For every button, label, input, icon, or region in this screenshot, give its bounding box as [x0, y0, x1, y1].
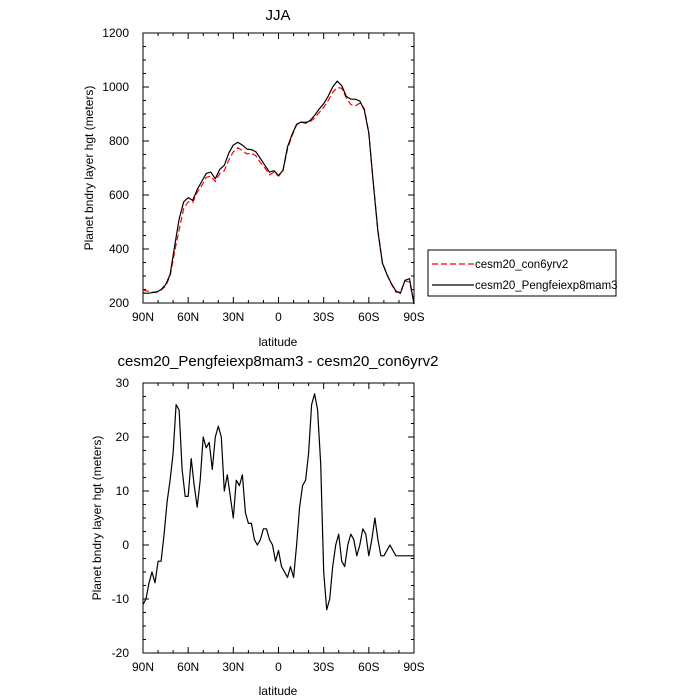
top-y-tick-label: 400: [109, 242, 129, 256]
top-panel: JJA latitude Planet bndry layer hgt (met…: [82, 7, 425, 349]
bottom-y-tick-label: 10: [116, 484, 130, 498]
bottom-y-tick-label: -10: [112, 592, 130, 606]
top-y-axis-label: Planet bndry layer hgt (meters): [82, 86, 96, 251]
top-x-axis-label: latitude: [259, 335, 298, 349]
bottom-x-tick-label: 60N: [177, 660, 199, 674]
bottom-series-line-difference: [142, 393, 414, 611]
top-y-tick-label: 200: [109, 296, 129, 310]
top-x-tick-label: 60S: [358, 310, 379, 324]
bottom-y-tick-label: 0: [122, 538, 129, 552]
bottom-x-tick-label: 30N: [222, 660, 244, 674]
bottom-x-tick-label: 60S: [358, 660, 379, 674]
top-x-tick-label: 30N: [222, 310, 244, 324]
bottom-x-tick-label: 90N: [132, 660, 154, 674]
legend-box: [427, 249, 617, 297]
bottom-x-tick-label: 30S: [313, 660, 334, 674]
top-plot-frame: [142, 32, 415, 304]
top-y-tick-label: 1000: [102, 80, 129, 94]
top-marks: 90N 60N 30N 0 30S 60S 90S 200 400 600 800 1000 1200: [102, 26, 424, 324]
top-x-tick-label: 60N: [177, 310, 199, 324]
bottom-plot-frame: [142, 382, 415, 654]
bottom-marks: 90N 60N 30N 0 30S 60S 90S -20 -10 0 10 20 30: [112, 376, 425, 674]
top-y-tick-label: 600: [109, 188, 129, 202]
bottom-y-tick-label: 20: [116, 430, 130, 444]
bottom-panel: cesm20_Pengfeiexp8mam3 - cesm20_con6yrv2…: [90, 353, 439, 698]
top-series-line-cesm20-pengfeiexp8mam3: [142, 80, 415, 305]
top-x-tick-label: 0: [275, 310, 282, 324]
bottom-chart-title: cesm20_Pengfeiexp8mam3 - cesm20_con6yrv2: [118, 353, 439, 370]
bottom-y-axis-label: Planet bndry layer hgt (meters): [90, 436, 104, 601]
top-y-tick-label: 800: [109, 134, 129, 148]
bottom-y-tick-label: 30: [116, 376, 130, 390]
bottom-x-axis-label: latitude: [259, 684, 298, 698]
bottom-y-tick-label: -20: [112, 646, 130, 660]
legend-label-pengfeiexp8mam3: cesm20_Pengfeiexp8mam3: [475, 280, 618, 292]
legend: cesm20_con6yrv2 cesm20_Pengfeiexp8mam3: [427, 249, 618, 297]
top-x-tick-label: 90N: [132, 310, 154, 324]
top-x-tick-label: 30S: [313, 310, 334, 324]
legend-label-con6yrv2: cesm20_con6yrv2: [475, 259, 568, 271]
top-chart-title: JJA: [265, 7, 290, 24]
top-x-tick-label: 90S: [403, 310, 424, 324]
top-series-line-cesm20-con6yrv2: [142, 86, 415, 303]
bottom-x-tick-label: 90S: [403, 660, 424, 674]
top-y-tick-label: 1200: [102, 26, 129, 40]
bottom-x-tick-label: 0: [275, 660, 282, 674]
